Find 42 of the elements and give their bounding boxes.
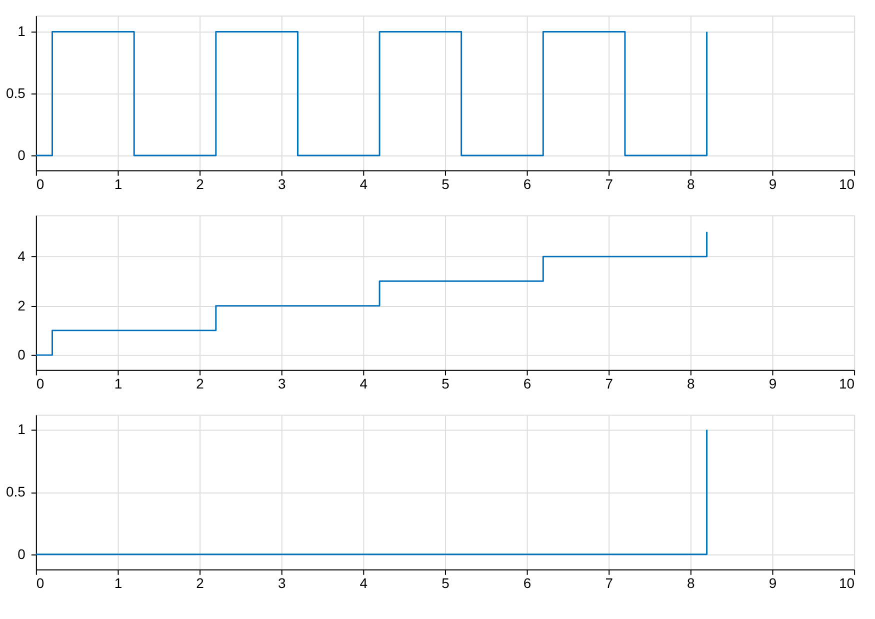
x-tick-label: 4 [360,574,368,591]
x-tick-label: 1 [114,375,122,392]
x-tick-label: 7 [605,176,614,192]
x-tick-label: 0 [36,375,44,392]
y-tick-label: 1 [18,421,26,438]
y-tick-label: 0 [18,146,26,163]
x-tick-label: 5 [442,176,450,192]
x-tick-label: 9 [768,176,777,192]
x-tick-label: 2 [196,176,204,192]
x-tick-label: 3 [278,574,286,591]
y-tick-label: 1 [18,23,26,40]
x-tick-label: 10 [839,375,855,392]
y-tick-label: 0.5 [6,85,26,102]
x-tick-label: 2 [196,375,204,392]
y-tick-label: 0.5 [6,484,26,500]
x-tick-label: 9 [768,375,777,392]
x-tick-label: 0 [36,574,44,591]
x-tick-label: 8 [687,574,696,591]
x-tick-label: 7 [605,574,614,591]
x-tick-label: 1 [114,574,122,591]
x-tick-label: 7 [605,375,614,392]
x-tick-label: 0 [36,176,44,192]
x-tick-label: 3 [278,375,286,392]
x-tick-label: 3 [278,176,286,192]
x-tick-label: 1 [114,176,122,192]
x-tick-label: 6 [523,375,532,392]
x-tick-label: 2 [196,574,204,591]
y-tick-label: 2 [18,297,26,314]
y-tick-label: 4 [18,248,26,264]
x-tick-label: 10 [839,574,855,591]
x-tick-label: 10 [839,176,855,192]
x-tick-label: 4 [360,176,368,192]
x-tick-label: 8 [687,375,696,392]
x-tick-label: 4 [360,375,368,392]
x-tick-label: 6 [523,574,532,591]
x-tick-label: 8 [687,176,696,192]
y-tick-label: 0 [18,546,26,562]
y-tick-label: 0 [18,346,26,363]
x-tick-label: 5 [442,375,450,392]
x-tick-label: 5 [442,574,450,591]
x-tick-label: 9 [768,574,777,591]
x-tick-label: 6 [523,176,532,192]
